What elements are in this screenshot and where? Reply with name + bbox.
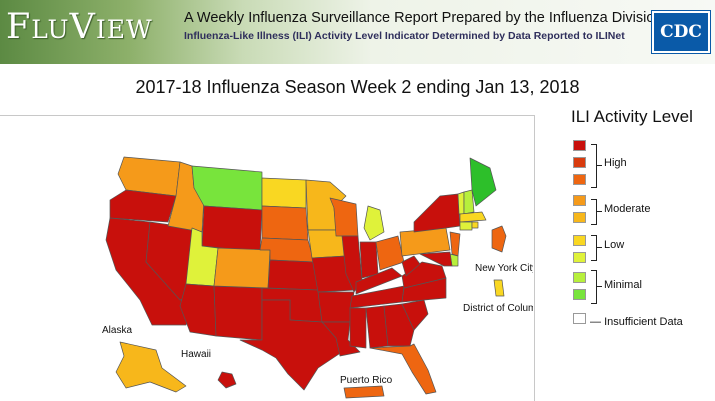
state-OR[interactable] bbox=[109, 189, 177, 223]
state-ND[interactable] bbox=[261, 177, 307, 209]
cdc-logo: CDC bbox=[652, 11, 710, 53]
report-subtitle: Influenza-Like Illness (ILI) Activity Le… bbox=[184, 30, 625, 42]
state-PR[interactable] bbox=[343, 385, 385, 399]
state-VT[interactable] bbox=[457, 191, 465, 215]
legend-bracket-high bbox=[591, 144, 597, 188]
legend-swatch-level-7 bbox=[573, 195, 586, 206]
dc-label: District of Columbia bbox=[463, 303, 533, 314]
legend-label-insufficient: — Insufficient Data bbox=[590, 316, 683, 328]
puerto-rico-label: Puerto Rico bbox=[340, 375, 393, 386]
legend-bracket-tick-minimal bbox=[596, 286, 602, 287]
legend-label-moderate: Moderate bbox=[604, 203, 651, 215]
legend-title: ILI Activity Level bbox=[571, 107, 693, 126]
fluview-logo: FluView bbox=[6, 7, 153, 47]
fluview-banner: FluView A Weekly Influenza Surveillance … bbox=[0, 0, 715, 64]
legend-bracket-tick-low bbox=[596, 247, 602, 248]
state-TX[interactable] bbox=[239, 299, 343, 391]
map-title: 2017-18 Influenza Season Week 2 ending J… bbox=[135, 77, 580, 97]
state-MD[interactable] bbox=[419, 251, 453, 267]
report-tagline: A Weekly Influenza Surveillance Report P… bbox=[184, 10, 663, 26]
state-HI[interactable] bbox=[217, 371, 237, 389]
state-MA[interactable] bbox=[459, 211, 487, 223]
legend-bracket-tick-moderate bbox=[596, 211, 602, 212]
us-ili-map bbox=[105, 156, 507, 399]
state-NYC[interactable] bbox=[491, 225, 507, 253]
legend-bracket-minimal bbox=[591, 270, 597, 304]
legend-bracket-moderate bbox=[591, 199, 597, 225]
state-SD[interactable] bbox=[261, 205, 309, 241]
nyc-label: New York City bbox=[475, 263, 533, 274]
legend-insufficient-text: Insufficient Data bbox=[604, 316, 683, 328]
legend-label-low: Low bbox=[604, 239, 625, 251]
state-CO[interactable] bbox=[213, 247, 271, 289]
state-KS[interactable] bbox=[267, 259, 319, 291]
state-MT[interactable] bbox=[191, 165, 263, 211]
legend-swatch-level-2 bbox=[573, 289, 586, 300]
state-NM[interactable] bbox=[213, 285, 263, 341]
legend-bracket-low bbox=[591, 235, 597, 261]
legend-label-high: High bbox=[604, 157, 627, 169]
hawaii-label: Hawaii bbox=[181, 349, 212, 360]
state-SC[interactable] bbox=[401, 299, 429, 331]
legend-bracket-tick-high bbox=[596, 165, 602, 166]
state-RI[interactable] bbox=[471, 221, 479, 229]
state-AR[interactable] bbox=[317, 291, 355, 323]
legend-swatch-level-5 bbox=[573, 235, 586, 246]
state-WY[interactable] bbox=[201, 205, 263, 253]
state-AZ[interactable] bbox=[179, 283, 217, 337]
state-ME[interactable] bbox=[469, 157, 497, 207]
legend-swatch-level-10 bbox=[573, 140, 586, 151]
legend-swatch-level-8 bbox=[573, 174, 586, 185]
state-NJ[interactable] bbox=[449, 231, 461, 257]
legend-swatch-insufficient bbox=[573, 313, 586, 324]
state-PA[interactable] bbox=[399, 227, 451, 257]
state-NH[interactable] bbox=[463, 189, 475, 215]
map-frame bbox=[0, 115, 535, 401]
state-FL[interactable] bbox=[369, 343, 437, 395]
legend-swatch-level-4 bbox=[573, 252, 586, 263]
state-WV[interactable] bbox=[401, 255, 421, 277]
legend-swatch-level-3 bbox=[573, 272, 586, 283]
alaska-label: Alaska bbox=[102, 325, 133, 336]
state-AK[interactable] bbox=[115, 341, 187, 393]
legend-label-minimal: Minimal bbox=[604, 279, 642, 291]
state-DC[interactable] bbox=[493, 279, 505, 297]
state-MS[interactable] bbox=[349, 307, 367, 349]
legend-swatch-level-9 bbox=[573, 157, 586, 168]
state-IN[interactable] bbox=[359, 241, 379, 279]
state-MI[interactable] bbox=[363, 205, 385, 241]
state-NY[interactable] bbox=[413, 193, 461, 233]
state-OH[interactable] bbox=[375, 235, 405, 271]
state-CT[interactable] bbox=[459, 221, 473, 231]
legend-swatch-level-6 bbox=[573, 212, 586, 223]
